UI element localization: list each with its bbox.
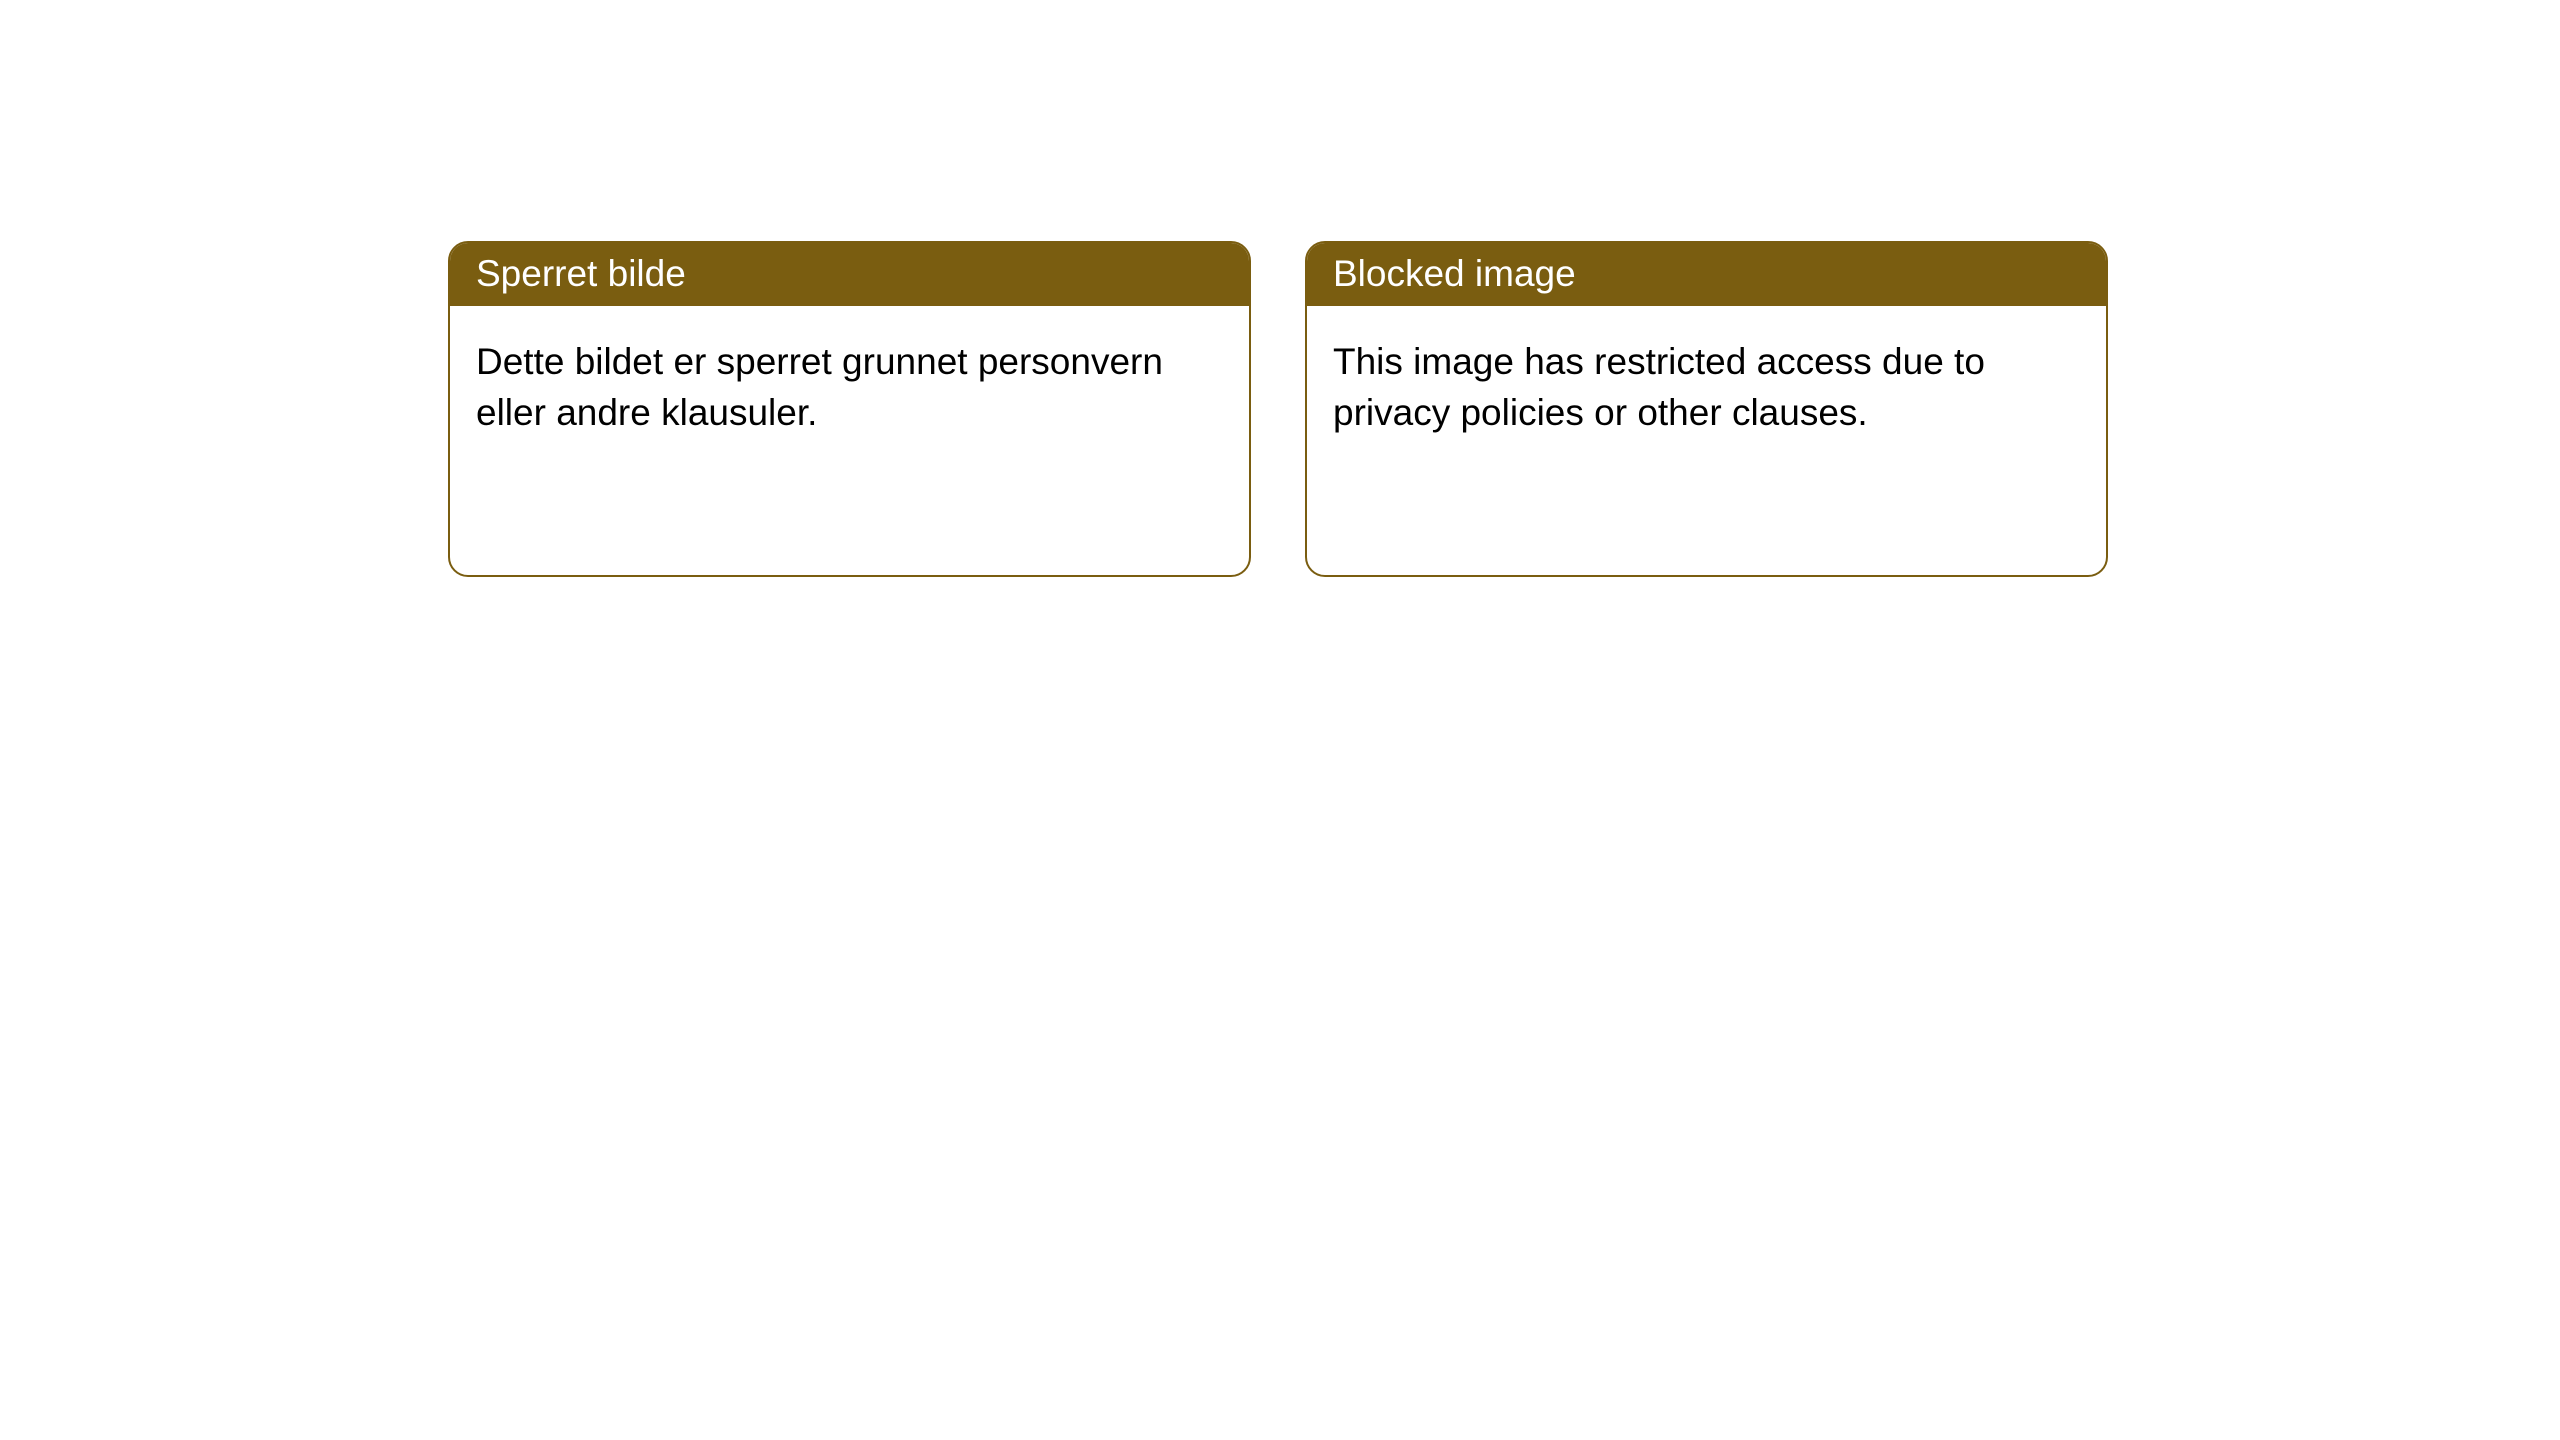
notice-header: Blocked image	[1307, 243, 2106, 306]
notice-header: Sperret bilde	[450, 243, 1249, 306]
notice-card-english: Blocked image This image has restricted …	[1305, 241, 2108, 577]
notice-container: Sperret bilde Dette bildet er sperret gr…	[0, 0, 2560, 577]
notice-card-norwegian: Sperret bilde Dette bildet er sperret gr…	[448, 241, 1251, 577]
notice-body: This image has restricted access due to …	[1307, 306, 2106, 468]
notice-body: Dette bildet er sperret grunnet personve…	[450, 306, 1249, 468]
